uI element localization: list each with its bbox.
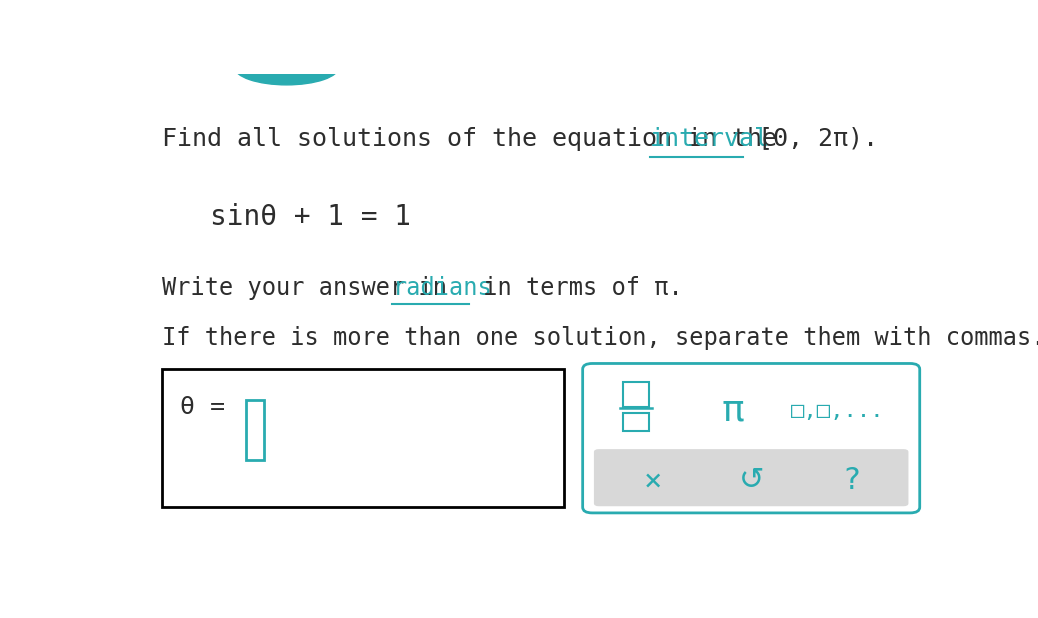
Text: in terms of π.: in terms of π.: [469, 276, 683, 300]
Text: Find all solutions of the equation in the: Find all solutions of the equation in th…: [162, 127, 792, 151]
Text: Write your answer in: Write your answer in: [162, 276, 461, 300]
FancyBboxPatch shape: [594, 449, 908, 506]
Text: sinθ + 1 = 1: sinθ + 1 = 1: [210, 203, 411, 231]
Text: ↺: ↺: [739, 466, 764, 495]
FancyBboxPatch shape: [162, 369, 565, 507]
FancyBboxPatch shape: [623, 413, 649, 431]
Text: θ =: θ =: [180, 396, 224, 420]
FancyBboxPatch shape: [246, 400, 264, 460]
Text: If there is more than one solution, separate them with commas.: If there is more than one solution, sepa…: [162, 326, 1038, 350]
FancyBboxPatch shape: [582, 363, 920, 513]
Text: interval: interval: [650, 127, 770, 151]
Ellipse shape: [235, 49, 338, 85]
Text: ×: ×: [644, 466, 662, 495]
Text: □,□,...: □,□,...: [791, 400, 884, 421]
Text: radians: radians: [392, 276, 492, 300]
FancyBboxPatch shape: [623, 382, 649, 407]
Text: ?: ?: [842, 466, 861, 495]
Text: [0, 2π).: [0, 2π).: [743, 127, 878, 151]
Text: π: π: [721, 392, 744, 429]
